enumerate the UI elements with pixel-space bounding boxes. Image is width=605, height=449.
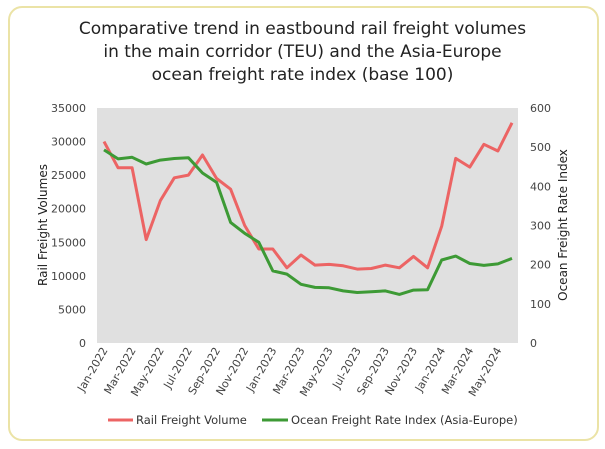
y-tick-label: 15000	[51, 236, 86, 249]
y2-tick-label: 200	[530, 259, 551, 272]
legend-label-ocean[interactable]: Ocean Freight Rate Index (Asia-Europe)	[291, 413, 518, 427]
y-tick-label: 25000	[51, 169, 86, 182]
y2-tick-label: 0	[530, 337, 537, 350]
title-line-2: in the main corridor (TEU) and the Asia-…	[103, 42, 502, 62]
series-line-rail-freight-volume	[102, 122, 514, 271]
title-line-3: ocean freight rate index (base 100)	[151, 65, 454, 85]
y-tick-label: 10000	[51, 270, 86, 283]
y2-tick-label: 500	[530, 141, 551, 154]
y2-tick-label: 400	[530, 180, 551, 193]
y-tick-label: 5000	[58, 303, 86, 316]
y-tick-label: 20000	[51, 203, 86, 216]
y2-axis-label: Ocean Freight Rate Index	[556, 149, 570, 301]
legend: Rail Freight Volume Ocean Freight Rate I…	[108, 413, 518, 427]
y2-tick-label: 100	[530, 298, 551, 311]
legend-label-rail[interactable]: Rail Freight Volume	[136, 413, 247, 427]
y-tick-label: 30000	[51, 136, 86, 149]
y2-tick-label: 300	[530, 220, 551, 233]
y-tick-label: 35000	[51, 102, 86, 115]
y-tick-label: 0	[79, 337, 86, 350]
chart-title: Comparative trend in eastbound rail frei…	[0, 18, 605, 87]
series-line-ocean-freight-rate-index	[103, 148, 513, 296]
y2-tick-label: 600	[530, 102, 551, 115]
y-axis-label: Rail Freight Volumes	[36, 164, 50, 286]
plot-area	[97, 108, 518, 343]
title-line-1: Comparative trend in eastbound rail frei…	[78, 19, 527, 39]
